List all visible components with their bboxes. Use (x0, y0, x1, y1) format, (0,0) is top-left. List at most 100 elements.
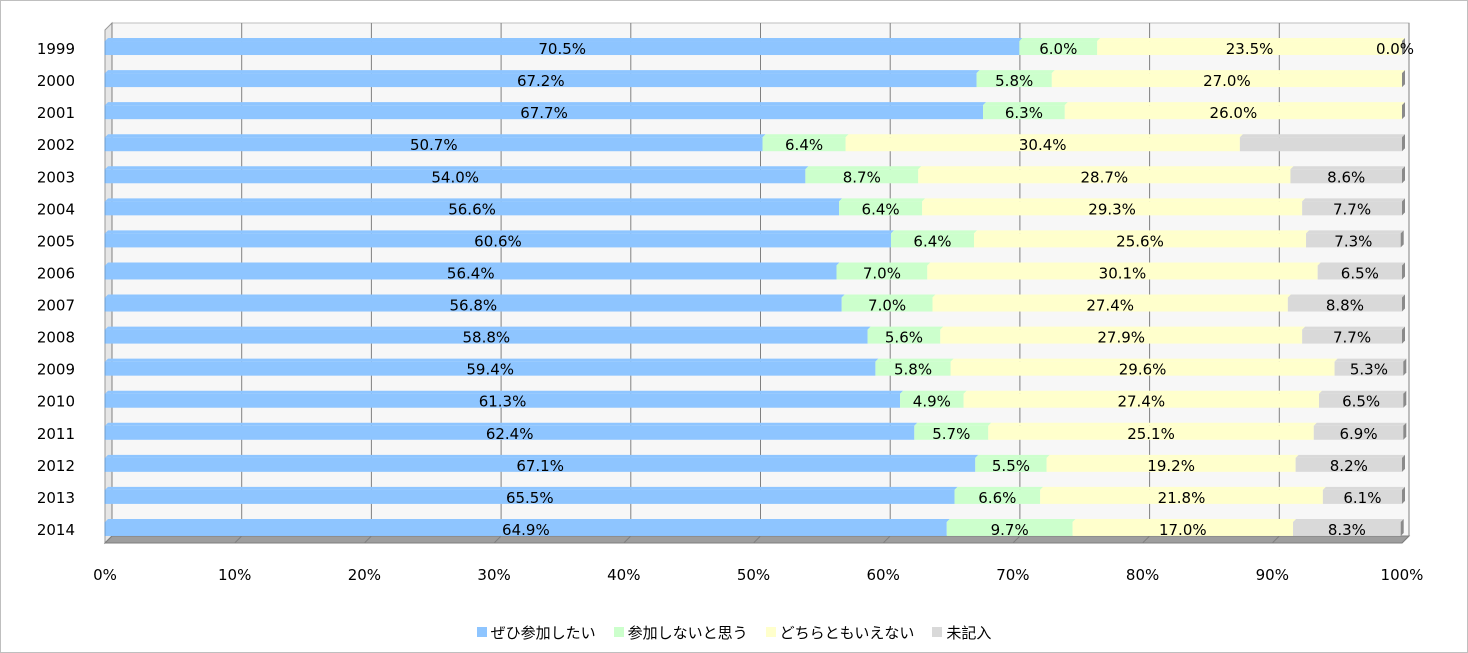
data-label: 27.4% (1086, 297, 1134, 315)
data-label: 67.1% (516, 457, 564, 475)
y-tick-label: 2013 (37, 489, 75, 507)
bar-top-face (105, 38, 1023, 42)
data-label: 23.5% (1226, 40, 1274, 58)
bar-segment-2011-4 (1313, 425, 1404, 440)
data-label: 7.0% (863, 264, 901, 282)
bar-segment-2014-2 (946, 521, 1073, 536)
data-label: 65.5% (506, 489, 554, 507)
data-label: 27.9% (1097, 329, 1145, 347)
bar-end-cap (1403, 422, 1407, 440)
y-tick-label: 2003 (37, 168, 75, 186)
bar-top-face (105, 230, 894, 234)
bar-top-face (1097, 38, 1405, 42)
legend: ぜひ参加したい 参加しないと思う どちらともいえない 未記入 (0, 620, 1468, 644)
bar-segment-2000-1 (105, 73, 977, 88)
data-label: 8.3% (1328, 521, 1366, 539)
bar-top-face (105, 294, 845, 298)
bar-end-cap (1402, 198, 1405, 216)
bar-top-face (1046, 454, 1299, 458)
y-tick-label: 2009 (37, 361, 75, 379)
legend-swatch (613, 627, 624, 637)
data-label: 56.8% (450, 297, 498, 315)
data-label: 8.6% (1327, 168, 1365, 186)
bar-top-face (105, 358, 879, 362)
bar-segment-2005-1 (105, 233, 891, 248)
bar-top-face (105, 262, 840, 266)
data-label: 5.3% (1350, 361, 1388, 379)
bar-top-face (976, 70, 1055, 74)
bar-segment-2001-1 (105, 105, 984, 120)
bar-top-face (839, 198, 926, 202)
legend-item-3: どちらともいえない (765, 622, 914, 643)
data-label: 54.0% (431, 168, 479, 186)
bar-segment-2009-1 (105, 361, 876, 376)
bar-segment-2002-3 (845, 137, 1240, 152)
data-label: 29.6% (1119, 361, 1167, 379)
gridline-floor (493, 535, 502, 544)
bar-segment-2004-2 (839, 201, 923, 216)
bar-top-face (105, 326, 871, 330)
legend-swatch (932, 627, 943, 637)
bar-segment-2010-3 (963, 393, 1319, 408)
bar-top-face (946, 518, 1076, 522)
legend-item-2: 参加しないと思う (613, 622, 748, 643)
data-label: 7.7% (1333, 200, 1371, 218)
data-label: 7.3% (1334, 232, 1372, 250)
bar-end-cap (1402, 166, 1405, 184)
data-label: 29.3% (1088, 200, 1136, 218)
x-tick-label: 40% (607, 566, 640, 584)
data-label: 21.8% (1158, 489, 1206, 507)
bar-segment-2004-3 (922, 201, 1303, 216)
bar-segment-2012-2 (975, 457, 1047, 472)
bar-segment-2011-2 (914, 425, 989, 440)
data-label: 7.7% (1333, 329, 1371, 347)
bar-segment-2003-2 (805, 169, 919, 184)
data-label: 25.1% (1127, 425, 1175, 443)
x-tick-label: 20% (348, 566, 381, 584)
bar-end-cap (1402, 102, 1405, 120)
data-label: 7.0% (868, 297, 906, 315)
data-label: 28.7% (1081, 168, 1129, 186)
bar-segment-2013-2 (954, 489, 1041, 504)
bar-top-face (805, 166, 922, 170)
gridline-floor (753, 535, 761, 544)
data-label: 61.3% (479, 393, 527, 411)
bar-end-cap (1402, 70, 1405, 88)
data-label: 6.4% (862, 200, 900, 218)
bar-top-face (1072, 518, 1297, 522)
bar-top-face (954, 486, 1044, 490)
legend-label: 参加しないと思う (627, 623, 748, 642)
data-label: 30.1% (1099, 264, 1147, 282)
bar-top-face (1318, 390, 1407, 394)
y-tick-label: 2008 (37, 329, 75, 347)
bar-segment-2011-3 (988, 425, 1314, 440)
bar-segment-2001-3 (1064, 105, 1402, 120)
bar-top-face (940, 326, 1306, 330)
bar-end-cap (1402, 326, 1405, 344)
bar-segment-2009-4 (1334, 361, 1404, 376)
bar-segment-2009-2 (875, 361, 951, 376)
x-tick-label: 80% (1126, 566, 1159, 584)
gridline-floor (104, 535, 113, 544)
bar-top-face (841, 294, 936, 298)
bar-segment-2014-4 (1293, 521, 1401, 536)
x-tick-label: 60% (867, 566, 900, 584)
bar-top-face (890, 230, 977, 234)
x-tick-label: 30% (477, 566, 510, 584)
bar-segment-2009-3 (950, 361, 1335, 376)
bar-top-face (105, 518, 950, 522)
bar-segment-2005-3 (973, 233, 1307, 248)
data-label: 5.5% (992, 457, 1030, 475)
data-label: 67.2% (517, 72, 565, 90)
bar-end-cap (1400, 518, 1404, 536)
bar-top-face (1019, 38, 1101, 42)
bar-top-face (918, 166, 1294, 170)
gridline-floor (364, 535, 372, 544)
data-label: 8.7% (843, 168, 881, 186)
bar-segment-2003-3 (918, 169, 1291, 184)
bar-top-face (932, 294, 1291, 298)
bar-segment-2013-4 (1322, 489, 1402, 504)
data-label: 30.4% (1019, 136, 1067, 154)
gridline-floor (882, 535, 891, 544)
